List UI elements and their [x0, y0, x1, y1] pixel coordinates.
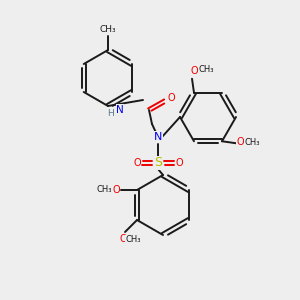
Text: CH₃: CH₃: [244, 138, 260, 147]
Text: O: O: [167, 93, 175, 103]
Text: CH₃: CH₃: [198, 65, 214, 74]
Text: CH₃: CH₃: [125, 236, 141, 244]
Text: S: S: [154, 157, 162, 169]
Text: N: N: [116, 105, 124, 115]
Text: CH₃: CH₃: [96, 185, 112, 194]
Text: O: O: [190, 66, 198, 76]
Text: N: N: [154, 132, 162, 142]
Text: H: H: [108, 109, 114, 118]
Text: CH₃: CH₃: [100, 26, 116, 34]
Text: O: O: [175, 158, 183, 168]
Text: O: O: [236, 137, 244, 147]
Text: O: O: [133, 158, 141, 168]
Text: O: O: [119, 234, 127, 244]
Text: O: O: [112, 185, 120, 195]
